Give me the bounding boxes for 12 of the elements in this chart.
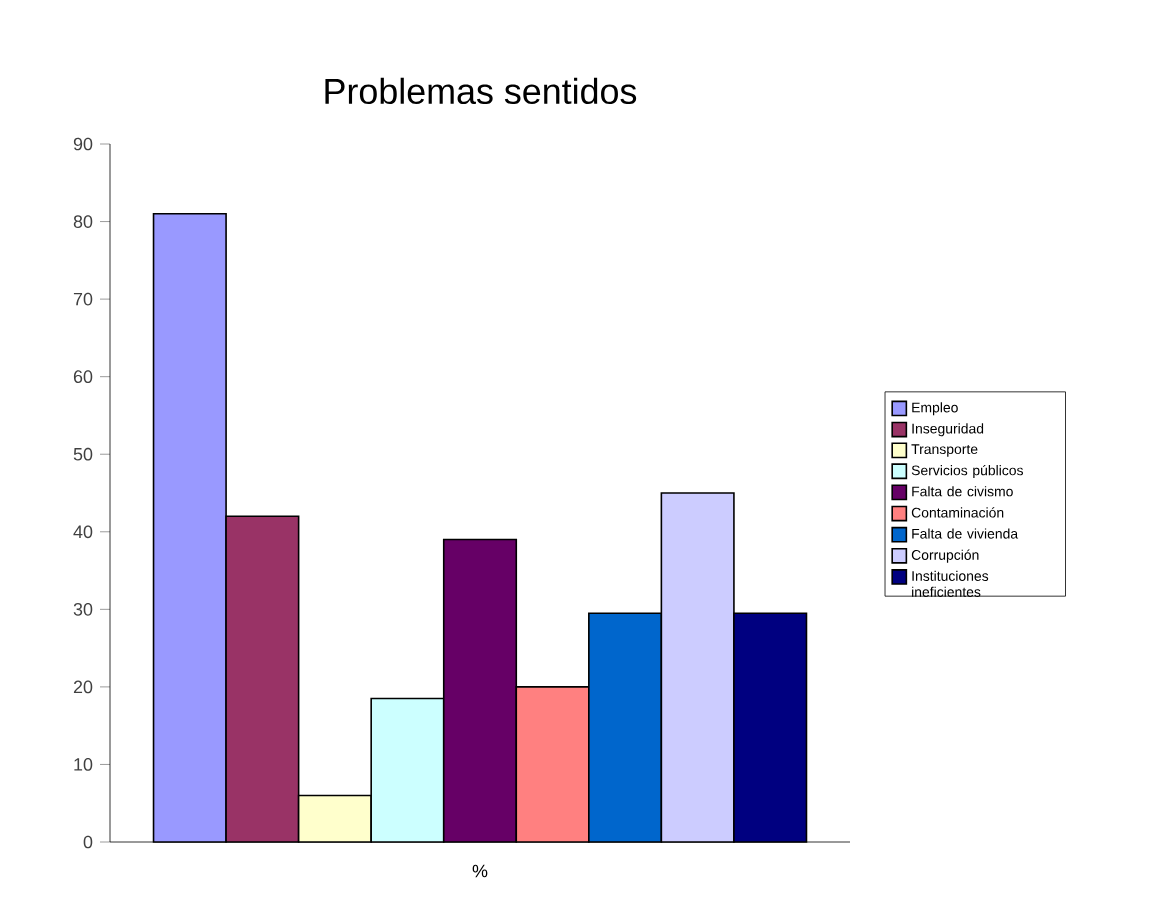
y-tick-label: 30 <box>73 602 93 616</box>
y-tick-label: 60 <box>73 370 93 384</box>
y-tick-label: 10 <box>74 758 93 771</box>
y-tick-label: 40 <box>73 525 93 539</box>
y-tick-label: 0 <box>83 835 93 849</box>
y-tick-label: 90 <box>73 137 93 151</box>
x-axis-title: % <box>472 864 488 878</box>
chart-title: Problemas sentidos <box>325 77 637 105</box>
y-tick-label: 20 <box>73 680 93 694</box>
y-tick-label: 50 <box>73 447 93 461</box>
y-tick-label: 70 <box>73 292 93 306</box>
y-tick-label: 80 <box>73 215 93 228</box>
